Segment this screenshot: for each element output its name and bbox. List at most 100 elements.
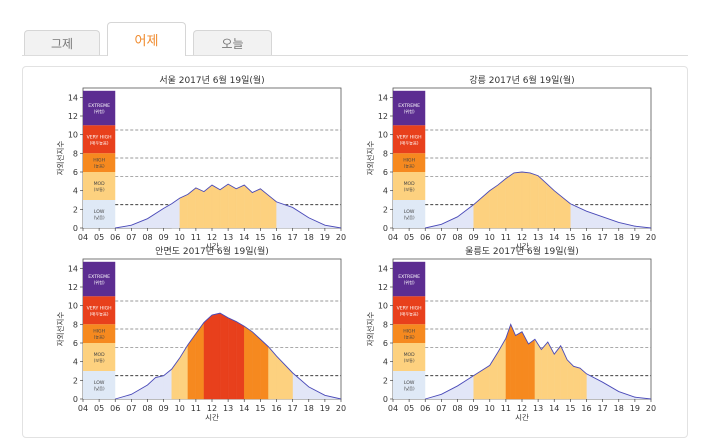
uv-band-moderate <box>83 172 116 200</box>
x-tick-label: 15 <box>565 404 575 413</box>
tab-day-before-yesterday[interactable]: 그제 <box>24 30 100 55</box>
x-tick-label: 07 <box>436 404 446 413</box>
uv-band-low <box>393 200 426 228</box>
x-tick-label: 12 <box>517 233 527 242</box>
x-tick-label: 09 <box>159 233 169 242</box>
uv-band-sublabel: (위험) <box>404 108 415 115</box>
x-tick-label: 09 <box>159 404 169 413</box>
uv-band-sublabel: (위험) <box>94 279 105 286</box>
x-tick-label: 05 <box>404 404 414 413</box>
uv-band-extreme <box>83 261 116 297</box>
uv-band-moderate <box>393 172 426 200</box>
uv-level-segment <box>227 317 237 400</box>
x-tick-label: 05 <box>94 233 104 242</box>
uv-band-sublabel: (매우높음) <box>400 310 419 317</box>
x-tick-label: 18 <box>614 404 624 413</box>
uv-level-segment <box>211 184 221 229</box>
x-tick-label: 16 <box>271 233 281 242</box>
x-tick-label: 12 <box>517 404 527 413</box>
y-tick-label: 10 <box>378 131 388 140</box>
x-tick-label: 05 <box>404 233 414 242</box>
uv-band-label: HIGH <box>93 329 105 335</box>
x-tick-label: 10 <box>175 404 185 413</box>
uv-level-segment <box>179 194 188 229</box>
x-tick-label: 12 <box>207 404 217 413</box>
x-tick-label: 19 <box>630 404 640 413</box>
uv-level-segment <box>537 175 547 229</box>
x-tick-label: 04 <box>78 233 88 242</box>
uv-band-label: VERY HIGH <box>87 305 112 311</box>
uv-band-extreme <box>393 90 426 126</box>
uv-band-sublabel: (보통) <box>94 358 105 363</box>
uv-band-sublabel: (낮음) <box>404 214 415 221</box>
y-tick-label: 2 <box>383 376 388 385</box>
uv-band-label: MOD <box>94 181 106 187</box>
x-tick-label: 10 <box>485 233 495 242</box>
chart-title: 서울 2017년 6월 19일(월) <box>159 74 264 86</box>
uv-band-low <box>393 371 426 399</box>
uv-band-label: VERY HIGH <box>397 134 422 140</box>
x-tick-label: 11 <box>191 233 201 242</box>
x-tick-label: 06 <box>420 233 430 242</box>
x-tick-label: 14 <box>549 233 559 242</box>
y-axis-label: 자외선지수 <box>55 141 65 176</box>
uv-band-sublabel: (보통) <box>404 187 415 192</box>
uv-charts: 서울 2017년 6월 19일(월)EXTREME(위험)VERY HIGH(매… <box>55 74 656 422</box>
y-tick-label: 14 <box>68 264 78 273</box>
uv-band-moderate <box>83 343 116 371</box>
x-tick-label: 04 <box>388 233 398 242</box>
x-tick-label: 15 <box>565 233 575 242</box>
x-tick-label: 14 <box>239 233 249 242</box>
uv-band-label: LOW <box>404 380 415 386</box>
uv-band-sublabel: (보통) <box>94 187 105 192</box>
uv-level-segment <box>236 321 245 400</box>
tab-today[interactable]: 오늘 <box>193 30 272 55</box>
x-tick-label: 17 <box>288 233 298 242</box>
uv-level-segment <box>260 338 269 400</box>
x-tick-label: 20 <box>336 233 346 242</box>
uv-band-sublabel: (낮음) <box>94 214 105 221</box>
x-tick-label: 20 <box>646 404 656 413</box>
y-tick-label: 6 <box>383 168 388 177</box>
uv-level-segment <box>541 341 548 400</box>
uv-chart-4: 울릉도 2017년 6월 19일(월)EXTREME(위험)VERY HIGH(… <box>365 245 656 422</box>
uv-band-high <box>393 324 426 343</box>
x-tick-label: 14 <box>549 404 559 413</box>
uv-band-label: MOD <box>404 352 416 358</box>
uv-level-segment <box>573 366 581 400</box>
tab-yesterday[interactable]: 어제 <box>107 22 186 56</box>
uv-band-label: HIGH <box>403 329 415 335</box>
uv-series-line <box>425 171 652 229</box>
x-tick-label: 12 <box>207 233 217 242</box>
y-tick-label: 14 <box>68 93 78 102</box>
x-tick-label: 13 <box>223 233 233 242</box>
y-tick-label: 0 <box>73 224 78 233</box>
uv-band-label: MOD <box>404 181 416 187</box>
chart-title: 안면도 2017년 6월 19일(월) <box>155 245 269 257</box>
x-tick-label: 20 <box>646 233 656 242</box>
x-tick-label: 07 <box>126 233 136 242</box>
x-tick-label: 04 <box>78 404 88 413</box>
y-tick-label: 2 <box>73 376 78 385</box>
y-tick-label: 8 <box>73 320 78 329</box>
uv-level-segment <box>195 187 205 229</box>
y-axis-label: 자외선지수 <box>55 312 65 347</box>
uv-band-label: LOW <box>404 209 415 215</box>
x-tick-label: 07 <box>436 233 446 242</box>
x-tick-label: 17 <box>288 404 298 413</box>
uv-series-line <box>425 323 652 400</box>
uv-level-segment <box>521 171 531 229</box>
uv-band-moderate <box>393 343 426 371</box>
x-tick-label: 06 <box>110 404 120 413</box>
x-tick-label: 18 <box>304 404 314 413</box>
y-tick-label: 10 <box>68 302 78 311</box>
uv-level-segment <box>236 184 245 229</box>
uv-level-segment <box>554 345 561 400</box>
y-tick-label: 6 <box>73 339 78 348</box>
x-tick-label: 07 <box>126 404 136 413</box>
y-tick-label: 4 <box>73 358 78 367</box>
y-tick-label: 0 <box>383 395 388 404</box>
x-tick-label: 04 <box>388 404 398 413</box>
uv-level-segment <box>513 171 523 229</box>
uv-band-very_high <box>393 125 426 154</box>
